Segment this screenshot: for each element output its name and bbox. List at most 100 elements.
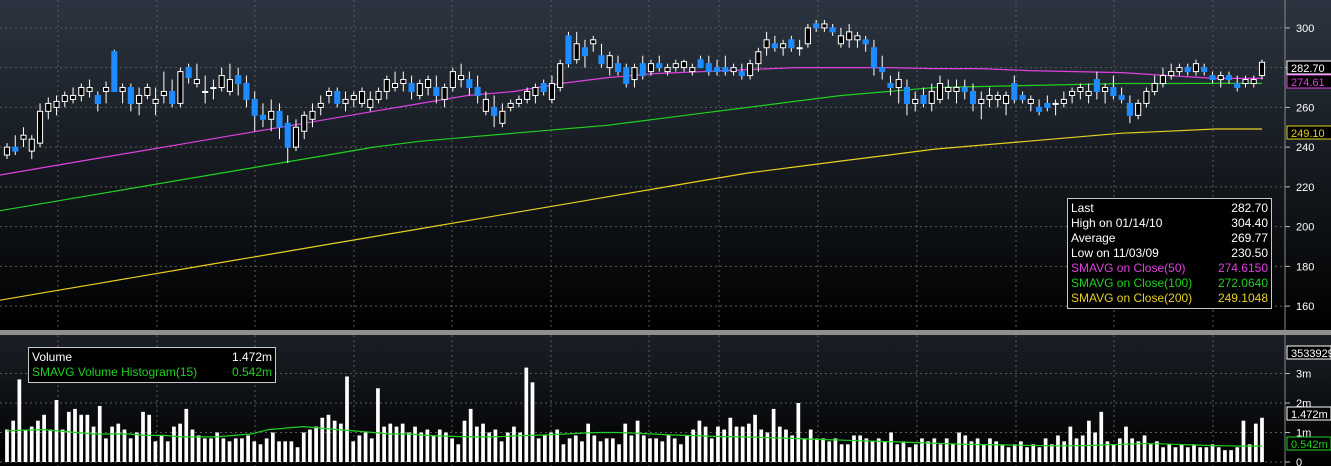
candle-up: [1135, 102, 1142, 116]
volume-legend[interactable]: Volume 1.472m SMAVG Volume Histogram(15) 0.…: [28, 347, 276, 383]
panel-separator[interactable]: [0, 330, 1331, 335]
volume-bar: [580, 441, 584, 462]
candle-down: [829, 27, 836, 33]
volume-bar: [406, 432, 411, 462]
candle-up: [1217, 75, 1224, 81]
candle-up: [780, 43, 787, 49]
volume-bar: [679, 444, 683, 462]
volume-bar: [1235, 447, 1240, 462]
candle-up: [507, 102, 514, 108]
volume-bar: [648, 438, 652, 462]
candle-up: [854, 35, 861, 41]
volume-bar: [666, 435, 671, 462]
volume-bar: [1167, 444, 1172, 462]
volume-value-label-box: [1286, 345, 1331, 360]
legend-row: High on 01/14/10 304.40: [1071, 216, 1268, 231]
candle-up: [425, 79, 432, 89]
candle-down: [598, 55, 605, 65]
volume-bar: [567, 438, 572, 462]
volume-bar: [876, 438, 881, 462]
price-tick-label: 200: [1296, 222, 1314, 234]
volume-bar: [530, 382, 535, 462]
volume-bar: [172, 426, 176, 462]
candle-down: [1234, 83, 1241, 89]
candle-up: [103, 87, 110, 92]
volume-bar: [691, 429, 696, 462]
volume-bar: [295, 447, 300, 462]
candle-down: [466, 79, 473, 89]
volume-bar: [338, 423, 343, 462]
candle-up: [1151, 83, 1158, 92]
candle-down: [565, 35, 572, 65]
volume-bar: [512, 426, 516, 462]
volume-bar: [604, 438, 609, 462]
volume-bar: [1105, 441, 1110, 462]
volume-bar: [301, 432, 306, 462]
candle-down: [870, 47, 878, 69]
candle-down: [639, 63, 646, 77]
volume-bar: [833, 438, 838, 462]
volume-bar: [184, 408, 189, 462]
price-value-label-box: [1286, 60, 1331, 75]
price-legend[interactable]: Last 282.70 High on 01/14/10 304.40 Average 2…: [1067, 198, 1272, 309]
volume-bar: [796, 403, 801, 462]
volume-bar: [839, 444, 844, 462]
candle-up: [177, 71, 184, 104]
volume-bar: [283, 441, 288, 462]
volume-bar: [1148, 444, 1153, 462]
volume-bar: [524, 367, 529, 462]
volume-bar: [376, 388, 380, 462]
price-legend-rows: Last 282.70 High on 01/14/10 304.40 Average 2…: [1071, 201, 1268, 306]
candle-up: [53, 100, 60, 108]
volume-bar: [555, 429, 560, 462]
volume-bar: [747, 423, 751, 462]
volume-bar: [697, 420, 702, 462]
volume-bar: [104, 438, 108, 462]
candle-down: [581, 47, 589, 57]
legend-row: Low on 11/03/09 230.50: [1071, 246, 1268, 261]
volume-bar: [122, 429, 127, 462]
volume-bar: [400, 423, 405, 462]
legend-label: SMAVG on Close(200): [1071, 291, 1193, 305]
volume-bar: [1210, 444, 1215, 462]
volume-bar: [178, 423, 182, 462]
candle-down: [1209, 75, 1216, 81]
candle-down: [1036, 106, 1043, 112]
price-value-label-box: [1286, 74, 1331, 89]
volume-bar: [240, 438, 244, 462]
candle-up: [449, 71, 456, 88]
legend-row: Average 269.77: [1071, 231, 1268, 246]
candle-up: [292, 126, 300, 148]
candle-up: [309, 110, 316, 120]
volume-bar: [258, 444, 263, 462]
volume-bar: [845, 444, 850, 462]
candle-down: [169, 90, 176, 104]
volume-value-label: 1.472m: [1291, 409, 1328, 421]
candle-down: [903, 87, 911, 104]
price-tick-label: 300: [1296, 23, 1314, 35]
volume-bar: [36, 420, 40, 462]
volume-bar: [227, 441, 232, 462]
volume-bar: [753, 414, 757, 462]
volume-bar: [1136, 441, 1141, 462]
candle-up: [912, 98, 919, 104]
legend-row: SMAVG on Close(50) 274.6150: [1071, 261, 1268, 276]
candle-up: [383, 79, 390, 92]
volume-bar: [23, 429, 28, 462]
volume-bar: [617, 444, 621, 462]
volume-bar: [981, 444, 986, 462]
volume-bar: [734, 426, 739, 462]
volume-value-label-box: [1286, 436, 1331, 451]
volume-bar: [1223, 450, 1227, 462]
volume-bar: [419, 432, 424, 462]
candle-up: [763, 39, 770, 49]
legend-value: 272.0640: [1217, 276, 1268, 290]
legend-value: 230.50: [1231, 246, 1268, 260]
volume-bar: [709, 438, 714, 462]
volume-bar: [134, 432, 139, 462]
candle-up: [664, 67, 671, 73]
candle-up: [482, 98, 489, 112]
candle-down: [94, 94, 101, 104]
candle-up: [499, 110, 506, 124]
volume-bar: [889, 432, 893, 462]
